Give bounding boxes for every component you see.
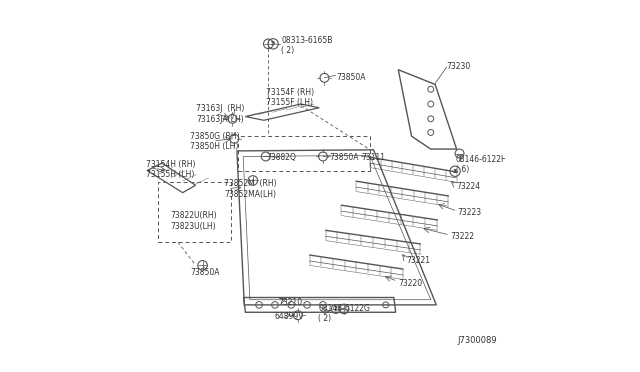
Text: 64899V: 64899V	[275, 312, 305, 321]
Text: 73850A: 73850A	[329, 153, 359, 162]
Text: J7300089: J7300089	[458, 336, 497, 345]
Text: 73850G (RH)
73850H (LH): 73850G (RH) 73850H (LH)	[190, 132, 239, 151]
Text: 5: 5	[271, 41, 275, 46]
Text: 2: 2	[334, 307, 338, 311]
Bar	[238, 136, 370, 171]
Text: 73822U(RH)
73823U(LH): 73822U(RH) 73823U(LH)	[170, 211, 217, 231]
Text: 73852M  (RH)
73852MA(LH): 73852M (RH) 73852MA(LH)	[224, 179, 276, 199]
Text: 73111: 73111	[362, 153, 386, 162]
Text: 73163J  (RH)
73163JA(LH): 73163J (RH) 73163JA(LH)	[196, 104, 244, 124]
Text: 73222: 73222	[451, 232, 474, 241]
Text: 73850A: 73850A	[337, 73, 366, 81]
Text: 08146-6122G
( 2): 08146-6122G ( 2)	[318, 304, 370, 323]
Text: 73850A: 73850A	[190, 268, 220, 277]
Text: 73221: 73221	[407, 256, 431, 265]
Text: 73154H (RH)
73155H (LH): 73154H (RH) 73155H (LH)	[146, 160, 195, 179]
Text: 73210: 73210	[278, 298, 303, 307]
Text: 73230: 73230	[447, 61, 471, 71]
Text: 3: 3	[453, 169, 458, 174]
Text: 73220: 73220	[398, 279, 422, 288]
Text: 73224: 73224	[456, 182, 480, 191]
Text: 08146-6122H
( 6): 08146-6122H ( 6)	[456, 155, 508, 174]
Text: 08313-6165B
( 2): 08313-6165B ( 2)	[281, 36, 333, 55]
Text: 73223: 73223	[458, 208, 482, 217]
Text: 73882Q: 73882Q	[266, 153, 296, 162]
Text: 73154F (RH)
73155F (LH): 73154F (RH) 73155F (LH)	[266, 88, 315, 107]
Bar	[157, 182, 230, 242]
